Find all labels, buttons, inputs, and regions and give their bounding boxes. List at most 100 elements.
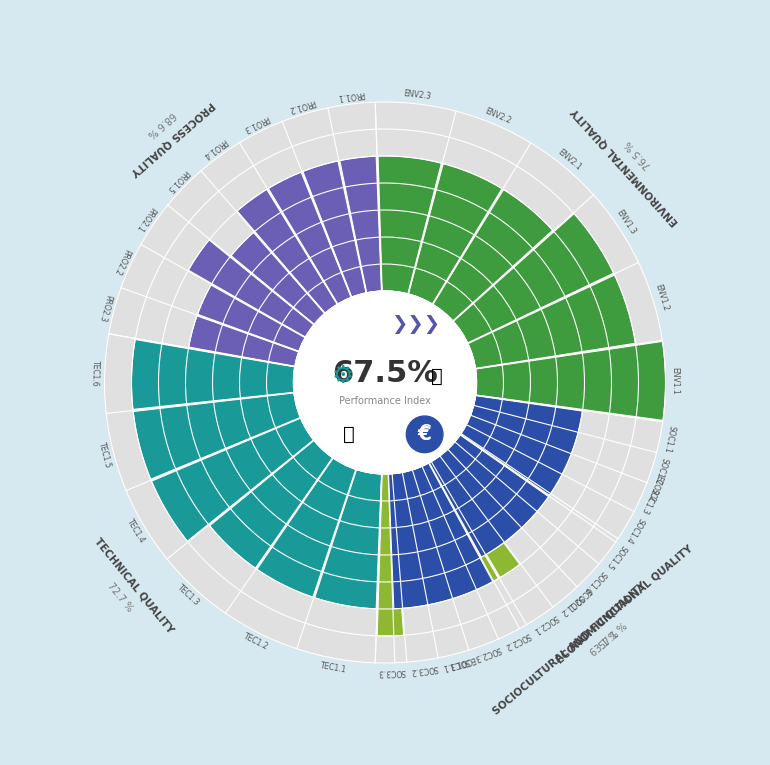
- Polygon shape: [413, 467, 476, 598]
- Polygon shape: [454, 213, 614, 343]
- Text: ⚙: ⚙: [331, 364, 353, 389]
- Text: SOC1.2: SOC1.2: [652, 456, 669, 485]
- Text: 👥: 👥: [343, 425, 354, 444]
- Text: PRO1.3: PRO1.3: [242, 112, 271, 133]
- Text: TECHNICAL QUALITY: TECHNICAL QUALITY: [92, 536, 176, 636]
- Polygon shape: [132, 340, 295, 409]
- Polygon shape: [152, 418, 313, 541]
- Text: 76.5 %: 76.5 %: [624, 138, 654, 170]
- Polygon shape: [231, 233, 325, 324]
- Polygon shape: [460, 396, 582, 495]
- Text: SOC1.5: SOC1.5: [604, 543, 628, 571]
- Text: SOCIOCULTURAL AND FUNCTIONAL QUALITY: SOCIOCULTURAL AND FUNCTIONAL QUALITY: [491, 543, 695, 717]
- Text: SOC1.3: SOC1.3: [639, 487, 659, 516]
- Polygon shape: [209, 441, 333, 568]
- Text: PRO1.2: PRO1.2: [287, 96, 316, 113]
- Polygon shape: [389, 463, 493, 609]
- Text: SOC1.6: SOC1.6: [582, 569, 608, 595]
- Polygon shape: [461, 425, 562, 493]
- Polygon shape: [422, 461, 498, 589]
- Text: ENVIRONMENTAL QUALITY: ENVIRONMENTAL QUALITY: [570, 106, 681, 227]
- Polygon shape: [257, 458, 356, 597]
- Text: 68.6 %: 68.6 %: [145, 110, 177, 139]
- Polygon shape: [429, 435, 548, 557]
- Polygon shape: [303, 161, 366, 298]
- Circle shape: [213, 210, 557, 555]
- Polygon shape: [431, 456, 520, 578]
- Circle shape: [105, 102, 665, 663]
- Text: TEC1.4: TEC1.4: [126, 517, 147, 545]
- Text: €: €: [417, 425, 432, 444]
- Polygon shape: [433, 190, 553, 321]
- Text: ENV2.1: ENV2.1: [557, 147, 584, 172]
- Polygon shape: [455, 434, 551, 511]
- Polygon shape: [377, 474, 403, 636]
- Text: ECO1.1: ECO1.1: [447, 654, 476, 670]
- Text: TEC1.1: TEC1.1: [320, 661, 348, 675]
- Polygon shape: [467, 415, 571, 474]
- Circle shape: [105, 102, 665, 663]
- Circle shape: [132, 129, 638, 636]
- Text: ENV2.2: ENV2.2: [484, 106, 513, 125]
- Text: PRO1.5: PRO1.5: [164, 168, 190, 194]
- Polygon shape: [409, 164, 502, 304]
- Text: SOC3.3: SOC3.3: [377, 667, 405, 677]
- Polygon shape: [198, 285, 305, 351]
- Polygon shape: [340, 156, 381, 293]
- Text: ENV1.1: ENV1.1: [670, 367, 679, 395]
- Polygon shape: [189, 316, 299, 366]
- Text: ECONOMIC QUALITY: ECONOMIC QUALITY: [554, 580, 648, 666]
- Text: PROCESS QUALITY: PROCESS QUALITY: [129, 99, 216, 177]
- Text: PRO2.2: PRO2.2: [112, 247, 132, 276]
- Text: SOC2.2: SOC2.2: [503, 630, 531, 651]
- Text: ❯❯❯: ❯❯❯: [391, 315, 440, 334]
- Polygon shape: [378, 156, 441, 294]
- Text: SOC3.1: SOC3.1: [441, 656, 470, 671]
- Text: SOC1.1: SOC1.1: [662, 425, 676, 454]
- Polygon shape: [403, 470, 452, 604]
- Text: ECO2.1: ECO2.1: [565, 585, 592, 610]
- Text: 67.5%: 67.5%: [332, 359, 438, 388]
- Text: ENV1.3: ENV1.3: [614, 208, 638, 236]
- Text: ECO2.2: ECO2.2: [645, 474, 664, 503]
- Text: PRO2.1: PRO2.1: [135, 205, 158, 233]
- Text: SOC3.2: SOC3.2: [410, 663, 438, 675]
- Circle shape: [159, 156, 611, 609]
- Circle shape: [266, 264, 504, 501]
- Text: TEC1.3: TEC1.3: [176, 583, 201, 607]
- Text: 🌳: 🌳: [431, 367, 443, 386]
- Text: TEC1.6: TEC1.6: [91, 360, 100, 386]
- Polygon shape: [448, 442, 537, 527]
- Text: €: €: [418, 425, 431, 444]
- Text: TEC1.5: TEC1.5: [97, 441, 112, 469]
- Polygon shape: [315, 470, 381, 609]
- Polygon shape: [269, 172, 351, 304]
- Text: SOC2.1: SOC2.1: [531, 613, 559, 636]
- Polygon shape: [237, 190, 337, 313]
- Polygon shape: [470, 405, 552, 444]
- Polygon shape: [474, 396, 556, 425]
- Text: TEC1.2: TEC1.2: [242, 632, 270, 652]
- Polygon shape: [468, 275, 635, 368]
- Circle shape: [239, 237, 531, 528]
- Text: ENV1.2: ENV1.2: [654, 283, 671, 312]
- Text: SOC1.2: SOC1.2: [557, 592, 584, 617]
- Circle shape: [407, 416, 443, 453]
- Text: ENV2.3: ENV2.3: [403, 89, 431, 101]
- Polygon shape: [476, 341, 665, 420]
- Text: 57.1 %: 57.1 %: [598, 621, 629, 651]
- Text: PRO2.3: PRO2.3: [97, 294, 113, 323]
- Text: Performance Index: Performance Index: [339, 396, 431, 405]
- Polygon shape: [133, 393, 300, 479]
- Circle shape: [186, 183, 584, 582]
- Circle shape: [293, 291, 477, 474]
- Text: PRO1.1: PRO1.1: [336, 89, 365, 101]
- Text: PRO1.4: PRO1.4: [200, 137, 228, 161]
- Text: SOC1.4: SOC1.4: [623, 516, 645, 544]
- Text: 72.7 %: 72.7 %: [105, 581, 134, 614]
- Text: SOC2.3: SOC2.3: [472, 644, 501, 662]
- Polygon shape: [393, 472, 427, 608]
- Text: 63.1 %: 63.1 %: [588, 630, 621, 659]
- Polygon shape: [189, 240, 314, 337]
- Circle shape: [293, 291, 477, 474]
